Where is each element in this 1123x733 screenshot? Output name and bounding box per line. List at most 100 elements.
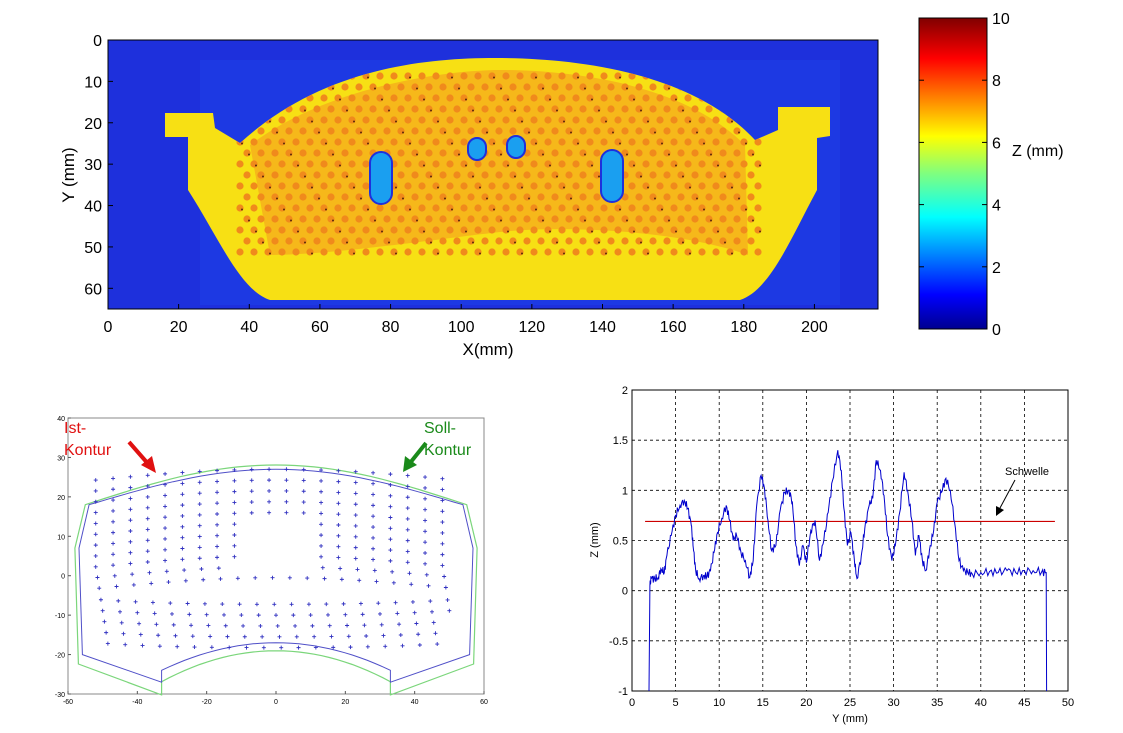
contour-point xyxy=(341,601,346,606)
contour-point xyxy=(102,619,107,624)
heatmap-dot xyxy=(754,204,762,212)
ist-kontur-label: Ist- Kontur xyxy=(64,420,112,459)
contour-point xyxy=(249,489,254,494)
heatmap-dot-shadow xyxy=(304,109,306,112)
heatmap-dot xyxy=(271,237,279,245)
heatmap-dot-shadow xyxy=(549,230,551,233)
heatmap-dot xyxy=(404,116,412,124)
contour-point xyxy=(215,533,220,538)
heatmap-dot-shadow xyxy=(577,76,579,79)
contour-y-tick-label: 30 xyxy=(57,455,65,462)
heatmap-dot-shadow xyxy=(332,87,334,90)
contour-point xyxy=(180,470,185,475)
heatmap-dot xyxy=(278,182,286,190)
heatmap-dot-shadow xyxy=(731,120,733,123)
heatmap-dot xyxy=(607,237,615,245)
heatmap-dot-shadow xyxy=(493,76,495,79)
threshold-arrow xyxy=(999,479,1016,509)
heatmap-dot-shadow xyxy=(486,131,488,134)
contour-y-tick-label: 10 xyxy=(57,534,65,541)
contour-points xyxy=(93,467,452,650)
contour-point xyxy=(97,586,102,591)
contour-point xyxy=(163,471,168,476)
heatmap-dot xyxy=(446,160,454,168)
heatmap-dot xyxy=(726,248,734,256)
heatmap-dot-shadow xyxy=(710,219,712,222)
contour-point xyxy=(237,602,242,607)
heatmap-dot-shadow xyxy=(675,98,677,101)
heatmap-dot xyxy=(509,171,517,179)
contour-point xyxy=(209,645,214,650)
heatmap-dot-shadow xyxy=(297,230,299,233)
heatmap-dot xyxy=(586,204,594,212)
heatmap-dot xyxy=(670,160,678,168)
heatmap-dot xyxy=(614,94,622,102)
contour-point xyxy=(320,565,325,570)
heatmap-dot xyxy=(439,237,447,245)
heatmap-dot xyxy=(376,226,384,234)
heatmap-dot xyxy=(516,72,524,80)
heatmap-dot xyxy=(740,248,748,256)
heatmap-dot xyxy=(425,149,433,157)
heatmap-dot-shadow xyxy=(458,153,460,156)
heatmap-dot xyxy=(306,116,314,124)
heatmap-dot xyxy=(565,127,573,135)
contour-point xyxy=(423,485,428,490)
heatmap-dot-shadow xyxy=(591,98,593,101)
heatmap-dot-shadow xyxy=(710,153,712,156)
contour-point xyxy=(353,523,358,528)
heatmap-dot xyxy=(334,138,342,146)
heatmap-dot xyxy=(663,193,671,201)
heatmap-dot xyxy=(502,204,510,212)
contour-point xyxy=(405,473,410,478)
heatmap-dot xyxy=(236,160,244,168)
heatmap-dot xyxy=(264,160,272,168)
heatmap-dot-shadow xyxy=(717,164,719,167)
heatmap-dot xyxy=(628,248,636,256)
heatmap-dot xyxy=(397,193,405,201)
heatmap-dot xyxy=(558,72,566,80)
heatmap-dot-shadow xyxy=(619,76,621,79)
heatmap-dot xyxy=(362,182,370,190)
heatmap-dot xyxy=(691,149,699,157)
heatmap-dot xyxy=(607,215,615,223)
heatmap-dot xyxy=(698,182,706,190)
heatmap-dot xyxy=(411,193,419,201)
heatmap-dot xyxy=(439,127,447,135)
contour-point xyxy=(423,496,428,501)
heatmap-dot xyxy=(586,72,594,80)
heatmap-dot-shadow xyxy=(717,230,719,233)
heatmap-dot xyxy=(341,171,349,179)
heatmap-dot-shadow xyxy=(367,142,369,145)
profile-x-tick-label: 35 xyxy=(931,697,943,709)
heatmap-dot xyxy=(446,226,454,234)
heatmap-dot xyxy=(467,193,475,201)
contour-point xyxy=(353,491,358,496)
heatmap-dot xyxy=(397,105,405,113)
contour-point xyxy=(232,543,237,548)
contour-point xyxy=(100,608,105,613)
contour-point xyxy=(163,526,168,531)
heatmap-dot xyxy=(334,160,342,168)
heatmap-dot xyxy=(586,94,594,102)
heatmap-dot-shadow xyxy=(724,175,726,178)
heatmap-dot xyxy=(278,160,286,168)
heatmap-dot xyxy=(614,72,622,80)
contour-point xyxy=(163,493,168,498)
heatmap-dot-shadow xyxy=(521,120,523,123)
heatmap-dot xyxy=(250,204,258,212)
heatmap-dot xyxy=(355,193,363,201)
heatmap-dot xyxy=(551,215,559,223)
contour-point xyxy=(93,499,98,504)
heatmap-dot xyxy=(369,237,377,245)
heatmap-dot-shadow xyxy=(395,186,397,189)
heatmap-dot xyxy=(264,226,272,234)
contour-point xyxy=(409,582,414,587)
contour-point xyxy=(443,585,448,590)
heatmap-dot xyxy=(320,94,328,102)
soll-kontur-label: Soll- Kontur xyxy=(424,420,472,459)
heatmap-dot xyxy=(551,105,559,113)
contour-point xyxy=(93,564,98,569)
colorbar-tick-label: 4 xyxy=(992,198,1001,215)
heatmap-dot-shadow xyxy=(549,98,551,101)
